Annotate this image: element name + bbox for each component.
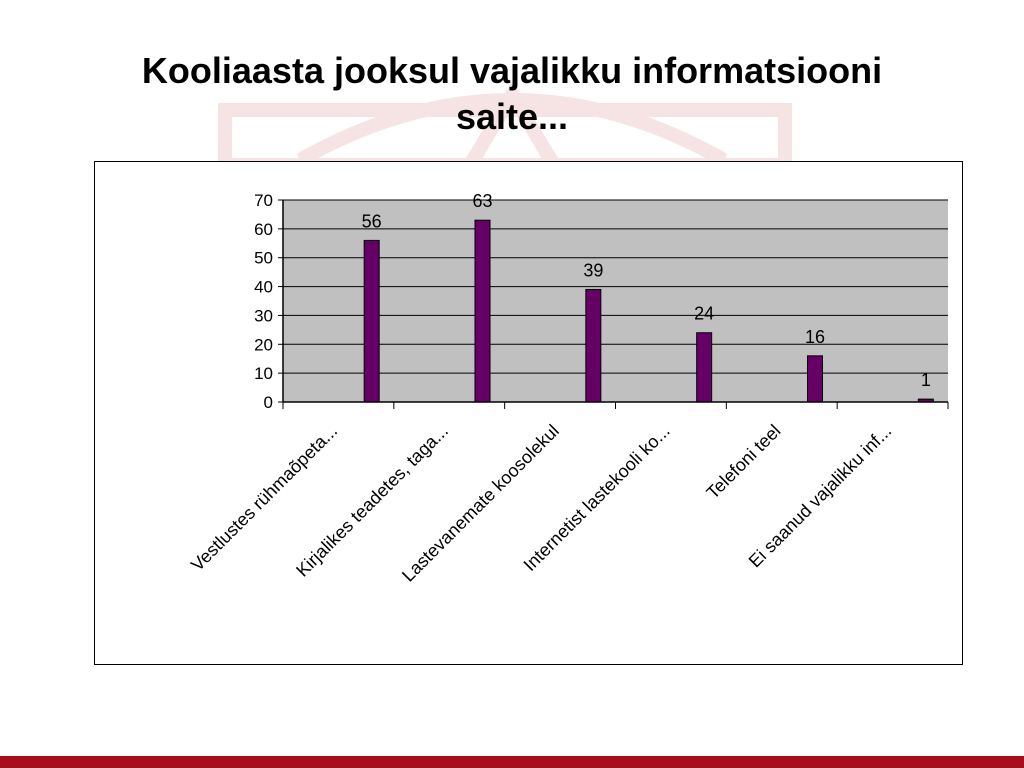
bars — [363, 219, 934, 403]
y-tick-label: 20 — [254, 335, 273, 354]
bar — [363, 239, 380, 403]
plot-area — [283, 200, 948, 402]
data-label: 56 — [362, 211, 382, 231]
y-tick-label: 30 — [254, 306, 273, 325]
y-tick-label: 50 — [254, 249, 273, 268]
bar — [696, 332, 713, 403]
data-label: 63 — [472, 191, 492, 211]
y-tick-label: 10 — [254, 364, 273, 383]
bottom-accent-bar — [0, 756, 1024, 768]
bar — [585, 288, 602, 403]
axes — [278, 199, 949, 409]
chart-frame: 56 63 39 24 16 1 0 10 20 30 40 50 60 70 Vestlustes r… — [94, 161, 963, 665]
data-labels: 56 63 39 24 16 1 — [362, 191, 931, 390]
data-label: 1 — [921, 370, 931, 390]
y-tick-label: 40 — [254, 278, 273, 297]
bar-chart: 56 63 39 24 16 1 0 10 20 30 40 50 60 70 Vestlustes r… — [187, 191, 949, 586]
bar — [474, 219, 491, 403]
slide-title-line-2: saite... — [455, 96, 569, 137]
bar — [807, 355, 823, 403]
y-tick-label: 0 — [264, 393, 273, 412]
y-tick-label: 60 — [254, 220, 273, 239]
y-tick-labels: 0 10 20 30 40 50 60 70 — [254, 191, 273, 412]
y-tick-label: 70 — [254, 191, 273, 210]
slide-title-line-1: Kooliaasta jooksul vajalikku informatsio… — [141, 50, 883, 91]
slide-title: Kooliaasta jooksul vajalikku informatsio… — [62, 48, 962, 140]
data-label: 16 — [805, 327, 825, 347]
x-tick-labels: Vestlustes rühmaõpeta...Kirjalikes teade… — [187, 421, 895, 586]
data-label: 39 — [583, 260, 603, 280]
data-label: 24 — [694, 304, 714, 324]
x-tick-label: Telefoni teel — [702, 421, 784, 503]
